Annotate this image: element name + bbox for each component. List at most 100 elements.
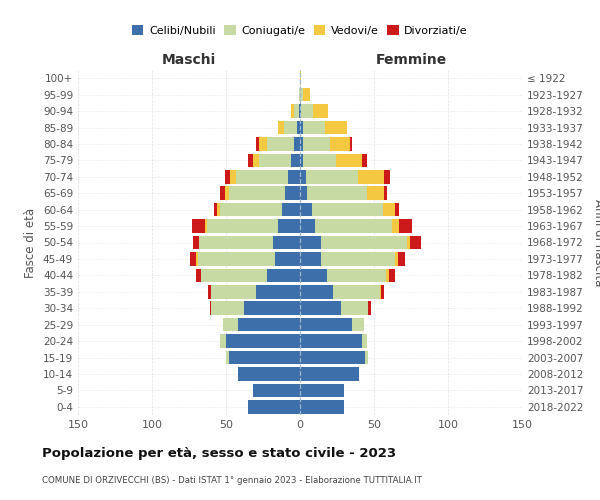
Bar [220, 334, 226, 348]
Bar [326, 268, 386, 282]
Bar [332, 285, 380, 298]
Bar [300, 252, 321, 266]
Bar [329, 137, 350, 150]
Bar [299, 88, 300, 102]
Bar [196, 268, 201, 282]
Bar [256, 137, 259, 150]
Bar [300, 154, 303, 167]
Bar [383, 203, 395, 216]
Bar [211, 302, 244, 315]
Bar [341, 302, 368, 315]
Bar [306, 170, 358, 183]
Bar [223, 318, 238, 332]
Bar [303, 88, 310, 102]
Bar [313, 104, 328, 118]
Bar [259, 154, 291, 167]
Bar [398, 252, 405, 266]
Bar [300, 302, 341, 315]
Bar [380, 285, 382, 298]
Bar [190, 252, 196, 266]
Bar [300, 384, 344, 397]
Bar [217, 203, 220, 216]
Bar [300, 351, 365, 364]
Bar [259, 137, 268, 150]
Bar [321, 252, 395, 266]
Bar [297, 121, 300, 134]
Bar [300, 72, 301, 85]
Bar [350, 137, 352, 150]
Bar [307, 186, 367, 200]
Bar [238, 318, 300, 332]
Bar [274, 236, 300, 249]
Y-axis label: Fasce di età: Fasce di età [25, 208, 37, 278]
Bar [352, 318, 364, 332]
Bar [248, 154, 253, 167]
Bar [291, 104, 294, 118]
Bar [303, 137, 329, 150]
Bar [226, 351, 229, 364]
Bar [300, 236, 321, 249]
Bar [201, 268, 268, 282]
Bar [294, 104, 299, 118]
Bar [198, 252, 275, 266]
Bar [385, 170, 390, 183]
Bar [300, 285, 332, 298]
Bar [220, 203, 282, 216]
Bar [207, 220, 278, 233]
Bar [300, 220, 315, 233]
Bar [389, 268, 395, 282]
Bar [301, 104, 313, 118]
Bar [224, 186, 229, 200]
Bar [300, 400, 344, 413]
Bar [385, 186, 388, 200]
Bar [291, 154, 300, 167]
Bar [382, 285, 385, 298]
Bar [410, 236, 421, 249]
Bar [193, 236, 199, 249]
Bar [238, 367, 300, 380]
Bar [268, 268, 300, 282]
Bar [300, 367, 359, 380]
Text: Maschi: Maschi [162, 52, 216, 66]
Bar [368, 302, 371, 315]
Bar [229, 186, 285, 200]
Bar [392, 220, 399, 233]
Bar [315, 220, 392, 233]
Bar [196, 252, 198, 266]
Bar [362, 154, 367, 167]
Bar [208, 285, 211, 298]
Bar [399, 220, 412, 233]
Bar [224, 170, 230, 183]
Bar [236, 170, 288, 183]
Bar [199, 236, 274, 249]
Bar [299, 104, 300, 118]
Bar [300, 137, 303, 150]
Bar [226, 334, 300, 348]
Bar [300, 203, 312, 216]
Bar [300, 334, 362, 348]
Bar [294, 137, 300, 150]
Bar [300, 121, 303, 134]
Bar [300, 186, 307, 200]
Bar [285, 186, 300, 200]
Bar [300, 268, 326, 282]
Bar [365, 351, 368, 364]
Bar [253, 384, 300, 397]
Bar [229, 351, 300, 364]
Bar [335, 154, 362, 167]
Legend: Celibi/Nubili, Coniugati/e, Vedovi/e, Divorziati/e: Celibi/Nubili, Coniugati/e, Vedovi/e, Di… [128, 20, 472, 40]
Bar [275, 252, 300, 266]
Bar [230, 170, 236, 183]
Bar [367, 186, 385, 200]
Bar [303, 121, 325, 134]
Text: Femmine: Femmine [376, 52, 446, 66]
Bar [220, 186, 224, 200]
Bar [284, 121, 297, 134]
Bar [211, 285, 256, 298]
Bar [205, 220, 207, 233]
Bar [358, 170, 385, 183]
Bar [321, 236, 407, 249]
Bar [214, 203, 217, 216]
Bar [300, 318, 352, 332]
Y-axis label: Anni di nascita: Anni di nascita [592, 199, 600, 286]
